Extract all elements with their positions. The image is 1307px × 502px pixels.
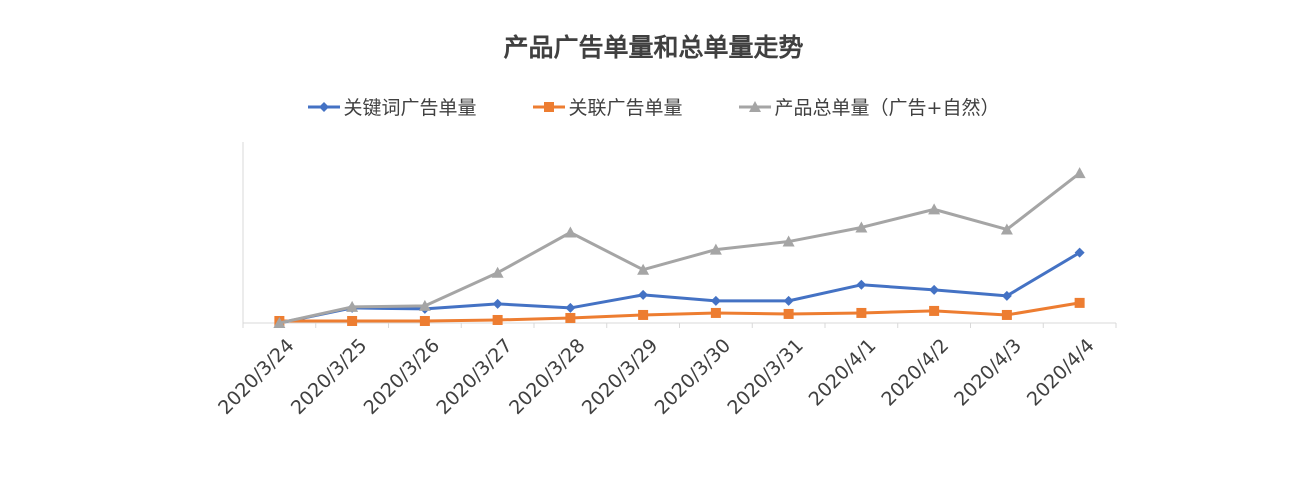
data-point — [491, 266, 504, 278]
legend-label: 关联广告单量 — [568, 97, 683, 119]
data-point — [855, 221, 868, 233]
x-tick-label: 2020/4/3 — [950, 335, 1026, 411]
data-point — [637, 263, 650, 275]
chart-title: 产品广告单量和总单量走势 — [503, 33, 804, 62]
data-point — [710, 307, 721, 318]
data-point — [856, 307, 867, 318]
legend-item-keyword-ads: 关键词广告单量 — [307, 93, 477, 120]
x-axis-ticks — [242, 323, 1117, 328]
data-point — [1074, 297, 1085, 308]
data-point — [710, 295, 721, 306]
x-tick-label: 2020/3/31 — [723, 335, 807, 419]
data-point — [492, 298, 503, 309]
legend-label: 关键词广告单量 — [343, 97, 477, 119]
data-point — [929, 284, 940, 295]
legend-label: 产品总单量（广告+自然） — [774, 97, 1000, 119]
series-square — [274, 297, 1085, 326]
data-point — [418, 299, 431, 311]
series-triangle — [273, 167, 1086, 328]
x-axis-labels: 2020/3/242020/3/252020/3/262020/3/272020… — [214, 335, 1099, 419]
data-point — [1001, 290, 1012, 301]
data-point — [856, 279, 867, 290]
series-line — [279, 251, 1081, 325]
legend-line-diamond-icon — [307, 101, 340, 112]
data-point — [638, 309, 649, 320]
x-tick-label: 2020/3/25 — [287, 335, 371, 419]
series-line — [279, 171, 1081, 325]
x-tick-label: 2020/4/2 — [877, 335, 953, 411]
data-point — [347, 315, 358, 326]
data-point — [564, 226, 577, 238]
x-tick-label: 2020/3/27 — [432, 335, 516, 419]
legend-line-triangle-icon — [738, 100, 771, 112]
x-tick-label: 2020/3/30 — [651, 335, 735, 419]
legend-line-square-icon — [532, 101, 565, 112]
series-layer — [273, 167, 1086, 328]
legend-item-total-orders: 产品总单量（广告+自然） — [738, 93, 1000, 120]
data-point — [1073, 167, 1086, 179]
data-point — [419, 315, 430, 326]
x-tick-label: 2020/3/28 — [505, 335, 589, 419]
x-tick-label: 2020/3/29 — [578, 335, 662, 419]
x-tick-label: 2020/4/1 — [805, 335, 881, 411]
legend-item-related-ads: 关联广告单量 — [532, 93, 683, 120]
data-point — [783, 308, 794, 319]
data-point — [1001, 309, 1012, 320]
data-point — [1000, 223, 1013, 235]
data-point — [783, 295, 794, 306]
data-point — [709, 243, 722, 255]
data-point — [273, 317, 286, 328]
data-point — [1074, 247, 1085, 258]
x-tick-label: 2020/3/26 — [360, 335, 444, 419]
legend: 关键词广告单量 关联广告单量 产品总单量（广告+自然） — [0, 93, 1307, 120]
data-point — [492, 314, 503, 325]
data-point — [638, 289, 649, 300]
series-line — [279, 301, 1080, 323]
data-point — [929, 305, 940, 316]
data-point — [346, 300, 359, 312]
data-point — [782, 235, 795, 247]
x-tick-label: 2020/4/4 — [1023, 335, 1099, 411]
x-tick-label: 2020/3/24 — [214, 335, 298, 419]
data-point — [565, 312, 576, 323]
data-point — [928, 203, 941, 215]
data-point — [565, 302, 576, 313]
